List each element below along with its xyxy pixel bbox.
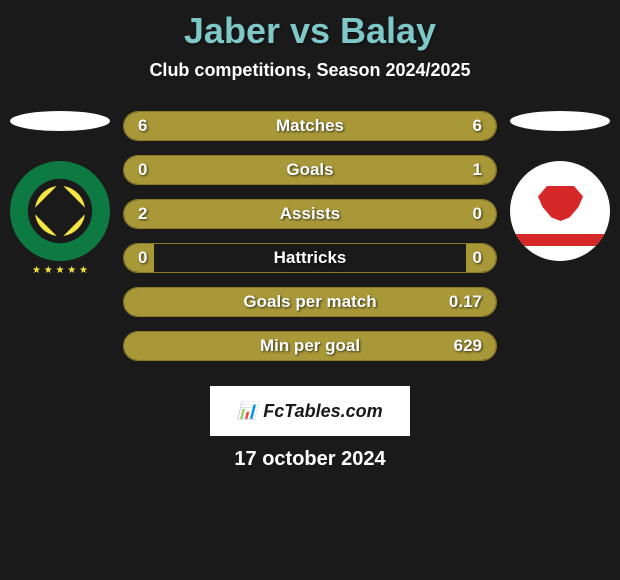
footer-logo-text: FcTables.com [263, 401, 382, 422]
stat-value-right: 1 [473, 160, 482, 180]
stat-value-right: 0 [473, 248, 482, 268]
stat-label: Hattricks [274, 248, 347, 268]
stats-column: 6 Matches 6 0 Goals 1 2 Assists 0 [123, 111, 497, 361]
player-right-column [505, 111, 615, 261]
stat-value-right: 0.17 [449, 292, 482, 312]
stat-bar-min-per-goal: Min per goal 629 [123, 331, 497, 361]
stat-bar-hattricks: 0 Hattricks 0 [123, 243, 497, 273]
footer-logo: 📊 FcTables.com [210, 386, 410, 436]
stat-label: Assists [280, 204, 340, 224]
stat-value-left: 2 [138, 204, 147, 224]
footer-date: 17 october 2024 [0, 448, 620, 471]
stat-label: Goals [286, 160, 333, 180]
player-right-badge [510, 161, 610, 261]
player-left-badge: ★ ★ ★ ★ ★ [10, 161, 110, 261]
content-area: ★ ★ ★ ★ ★ 6 Matches 6 0 Goals 1 [0, 111, 620, 361]
stat-bar-goals: 0 Goals 1 [123, 155, 497, 185]
player-left-column: ★ ★ ★ ★ ★ [5, 111, 115, 261]
comparison-title: Jaber vs Balay [0, 10, 620, 52]
stat-label: Min per goal [260, 336, 360, 356]
stat-value-right: 629 [454, 336, 482, 356]
player-left-ellipse [10, 111, 110, 131]
player-right-ellipse [510, 111, 610, 131]
stat-value-right: 6 [473, 116, 482, 136]
stat-label: Goals per match [243, 292, 376, 312]
stat-value-left: 0 [138, 160, 147, 180]
stat-bar-goals-per-match: Goals per match 0.17 [123, 287, 497, 317]
badge-stripe-icon [510, 234, 610, 246]
chart-icon: 📊 [237, 401, 257, 421]
stat-label: Matches [276, 116, 344, 136]
stat-bar-matches: 6 Matches 6 [123, 111, 497, 141]
stat-value-left: 0 [138, 248, 147, 268]
stat-bar-assists: 2 Assists 0 [123, 199, 497, 229]
badge-stars-icon: ★ ★ ★ ★ ★ [32, 265, 88, 276]
comparison-subtitle: Club competitions, Season 2024/2025 [0, 60, 620, 81]
stat-value-left: 6 [138, 116, 147, 136]
stat-value-right: 0 [473, 204, 482, 224]
